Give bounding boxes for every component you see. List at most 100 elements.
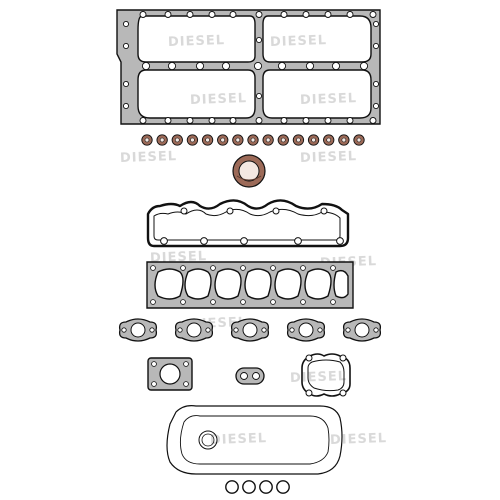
- bolt-hole: [167, 61, 177, 71]
- bolt-hole: [200, 237, 208, 245]
- bolt-hole: [324, 11, 332, 18]
- bolt-hole: [255, 117, 263, 124]
- bolt-hole: [186, 11, 194, 18]
- bolt-hole: [369, 11, 377, 18]
- bolt-hole: [372, 80, 380, 88]
- bolt-hole: [345, 327, 351, 333]
- bolt-hole: [346, 117, 354, 124]
- bolt-hole: [261, 327, 267, 333]
- bolt-hole: [186, 117, 194, 124]
- bolt-hole: [208, 11, 216, 18]
- manifold-gasket: [146, 261, 354, 309]
- bolt-hole: [180, 207, 188, 215]
- bolt-hole: [302, 11, 310, 18]
- exhaust-port-gasket-row: [118, 318, 382, 342]
- bolt-hole: [122, 102, 130, 110]
- bolt-hole: [195, 61, 205, 71]
- bolt-hole: [150, 265, 156, 271]
- bolt-hole: [233, 327, 239, 333]
- valve-stem-seal-hole: [190, 137, 195, 143]
- valve-stem-seal-hole: [220, 137, 226, 143]
- bolt-hole: [270, 265, 276, 271]
- valve-stem-seal-hole: [205, 137, 210, 143]
- valve-stem-seal-hole: [250, 137, 256, 143]
- bolt-hole: [359, 61, 369, 71]
- bolt-hole: [373, 327, 379, 333]
- bolt-hole: [122, 42, 130, 50]
- o-ring: [259, 480, 273, 494]
- o-ring: [276, 480, 290, 494]
- valve-stem-seal-hole: [265, 137, 271, 143]
- bolt-hole: [150, 299, 156, 305]
- bolt-hole: [300, 299, 306, 305]
- o-ring-row: [225, 480, 290, 494]
- bolt-hole: [317, 327, 323, 333]
- bolt-hole: [180, 299, 186, 305]
- bolt-hole: [294, 237, 302, 245]
- bolt-hole: [277, 61, 287, 71]
- bolt-hole: [240, 265, 246, 271]
- bolt-hole: [164, 117, 172, 124]
- bolt-hole: [210, 299, 216, 305]
- port-hole: [354, 322, 370, 338]
- bolt-hole: [255, 92, 263, 100]
- valve-stem-seal-hole: [235, 137, 241, 143]
- bolt-hole: [121, 327, 127, 333]
- bolt-hole: [369, 117, 377, 124]
- bolt-hole: [229, 117, 237, 124]
- o-ring: [225, 480, 239, 494]
- bolt-hole: [330, 299, 336, 305]
- port-hole: [130, 322, 146, 338]
- egr-flange-gasket: [301, 353, 351, 397]
- exhaust-port-gasket: [230, 318, 270, 342]
- bolt-hole: [240, 237, 248, 245]
- valve-stem-seal-hole: [341, 137, 347, 143]
- bolt-hole: [164, 11, 172, 18]
- bolt-hole: [177, 327, 183, 333]
- bolt-hole: [372, 20, 380, 28]
- bolt-hole: [205, 327, 211, 333]
- valve-stem-seal-row: [141, 134, 365, 146]
- valve-stem-seal-hole: [280, 137, 286, 143]
- bolt-hole: [221, 61, 231, 71]
- bolt-hole: [372, 42, 380, 50]
- crankshaft-seal: [232, 154, 266, 188]
- valve-stem-seal-hole: [356, 137, 362, 143]
- bolt-hole: [302, 117, 310, 124]
- bolt-hole: [320, 207, 328, 215]
- exhaust-port-gasket: [286, 318, 326, 342]
- bolt-hole: [160, 237, 168, 245]
- port-hole: [242, 322, 258, 338]
- cylinder-head-gasket: [116, 9, 381, 125]
- bolt-hole: [280, 11, 288, 18]
- turbo-flange-gasket: [147, 357, 193, 391]
- bolt-hole: [208, 117, 216, 124]
- bolt-hole: [289, 327, 295, 333]
- bolt-hole: [122, 20, 130, 28]
- valve-stem-seal-hole: [174, 137, 180, 143]
- bolt-hole: [180, 265, 186, 271]
- bolt-hole: [280, 117, 288, 124]
- bolt-hole: [346, 11, 354, 18]
- valve-cover-gasket: [146, 199, 350, 248]
- port-hole: [186, 322, 202, 338]
- bolt-hole: [330, 265, 336, 271]
- valve-stem-seal-hole: [326, 137, 332, 143]
- bolt-hole: [255, 11, 263, 18]
- bolt-hole: [149, 327, 155, 333]
- bolt-hole: [253, 61, 263, 71]
- bolt-hole: [305, 61, 315, 71]
- bolt-hole: [240, 299, 246, 305]
- bolt-hole: [229, 11, 237, 18]
- oil-feed-gasket: [235, 367, 265, 385]
- valve-stem-seal-hole: [159, 137, 165, 143]
- valve-stem-seal-hole: [311, 137, 316, 143]
- bolt-hole: [139, 117, 147, 124]
- bolt-hole: [122, 80, 130, 88]
- bolt-hole: [331, 61, 341, 71]
- bolt-hole: [255, 36, 263, 44]
- bolt-hole: [210, 265, 216, 271]
- exhaust-port-gasket: [174, 318, 214, 342]
